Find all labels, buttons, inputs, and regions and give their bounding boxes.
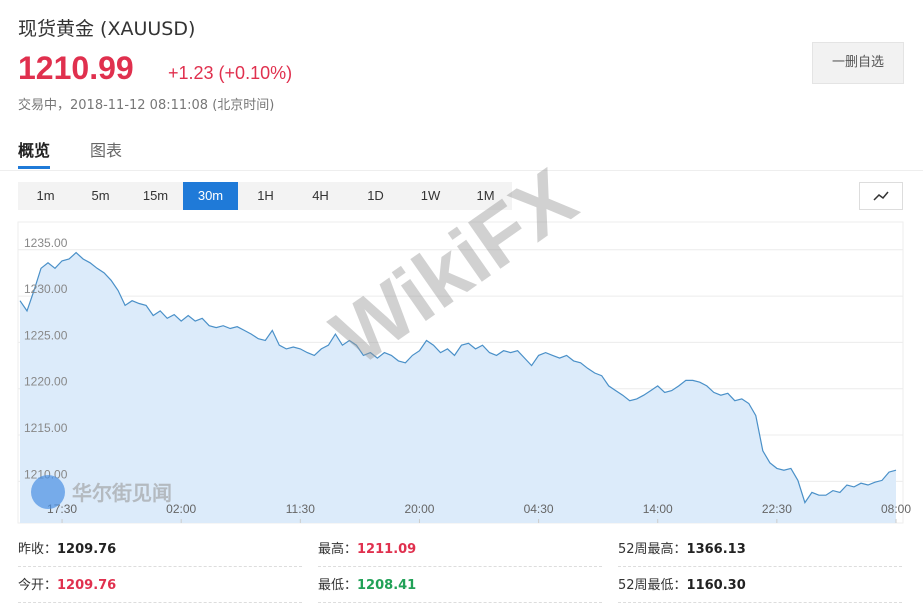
stat-value: 1366.13	[686, 542, 746, 557]
tab-underline	[18, 166, 50, 169]
watermark: 华尔街见闻	[72, 481, 172, 505]
period-button[interactable]: 30m	[183, 182, 238, 210]
change: +1.23 (+0.10%)	[168, 63, 293, 83]
stat-value: 1209.76	[57, 578, 117, 593]
stat-label: 最低：	[318, 578, 358, 593]
stat-label: 52周最高：	[618, 542, 687, 557]
x-tick-label: 11:30	[286, 502, 315, 516]
period-button[interactable]: 1m	[36, 188, 55, 203]
chart-type-button[interactable]	[859, 182, 903, 210]
stat-value: 1211.09	[357, 542, 417, 557]
y-tick-label: 1230.00	[24, 282, 68, 296]
tab[interactable]: 概览	[18, 141, 51, 160]
stat-label: 最高：	[318, 542, 358, 557]
x-tick-label: 02:00	[166, 502, 196, 516]
x-tick-label: 04:30	[524, 502, 554, 516]
x-tick-label: 08:00	[881, 502, 911, 516]
area	[20, 252, 896, 523]
stat-label: 今开：	[18, 578, 58, 593]
period-button[interactable]: 1D	[367, 188, 384, 203]
y-tick-label: 1235.00	[24, 236, 68, 250]
period-button[interactable]: 1M	[476, 188, 495, 203]
status: 交易中，2018-11-12 08:11:08 (北京时间)	[18, 98, 275, 113]
stat-cell: 今开：1209.76	[18, 572, 302, 603]
tab[interactable]: 图表	[90, 141, 123, 160]
stat-cell: 52周最低：1160.30	[618, 572, 902, 603]
stat-value: 1209.76	[57, 542, 117, 557]
watermark-logo	[31, 475, 65, 509]
stat-value: 1160.30	[686, 578, 746, 593]
price: 1210.99	[18, 50, 134, 86]
price-line	[19, 251, 897, 504]
stat-label: 52周最低：	[618, 578, 687, 593]
period-button[interactable]: 4H	[312, 188, 329, 203]
y-tick-label: 1225.00	[24, 328, 68, 342]
period-button[interactable]: 15m	[142, 188, 169, 203]
stat-label: 昨收：	[18, 542, 58, 557]
title: 现货黄金 (XAUUSD)	[18, 18, 196, 40]
stat-value: 1208.41	[357, 578, 417, 593]
period-bar: 1m 5m 15m 30m 1H 4H 1D 1W 1M	[18, 182, 512, 210]
x-tick-label: 20:00	[404, 502, 434, 516]
stat-cell: 最低：1208.41	[318, 572, 602, 603]
stat-cell: 最高：1211.09	[318, 536, 602, 567]
y-tick-label: 1220.00	[24, 375, 68, 389]
period-button[interactable]: 1W	[420, 188, 441, 203]
stat-cell: 昨收：1209.76	[18, 536, 302, 567]
period-button[interactable]: 5m	[91, 188, 110, 203]
x-tick-label: 22:30	[762, 502, 792, 516]
x-tick-label: 14:00	[643, 502, 673, 516]
remove-watchlist-button[interactable]: 一删自选	[812, 42, 904, 84]
chart: 1210.001215.001220.001225.001230.001235.…	[17, 152, 911, 524]
tabs: 概览 图表	[0, 128, 923, 171]
icon	[873, 191, 889, 201]
period-button[interactable]: 1H	[257, 188, 274, 203]
stat-cell: 52周最高：1366.13	[618, 536, 902, 567]
y-tick-label: 1215.00	[24, 421, 68, 435]
